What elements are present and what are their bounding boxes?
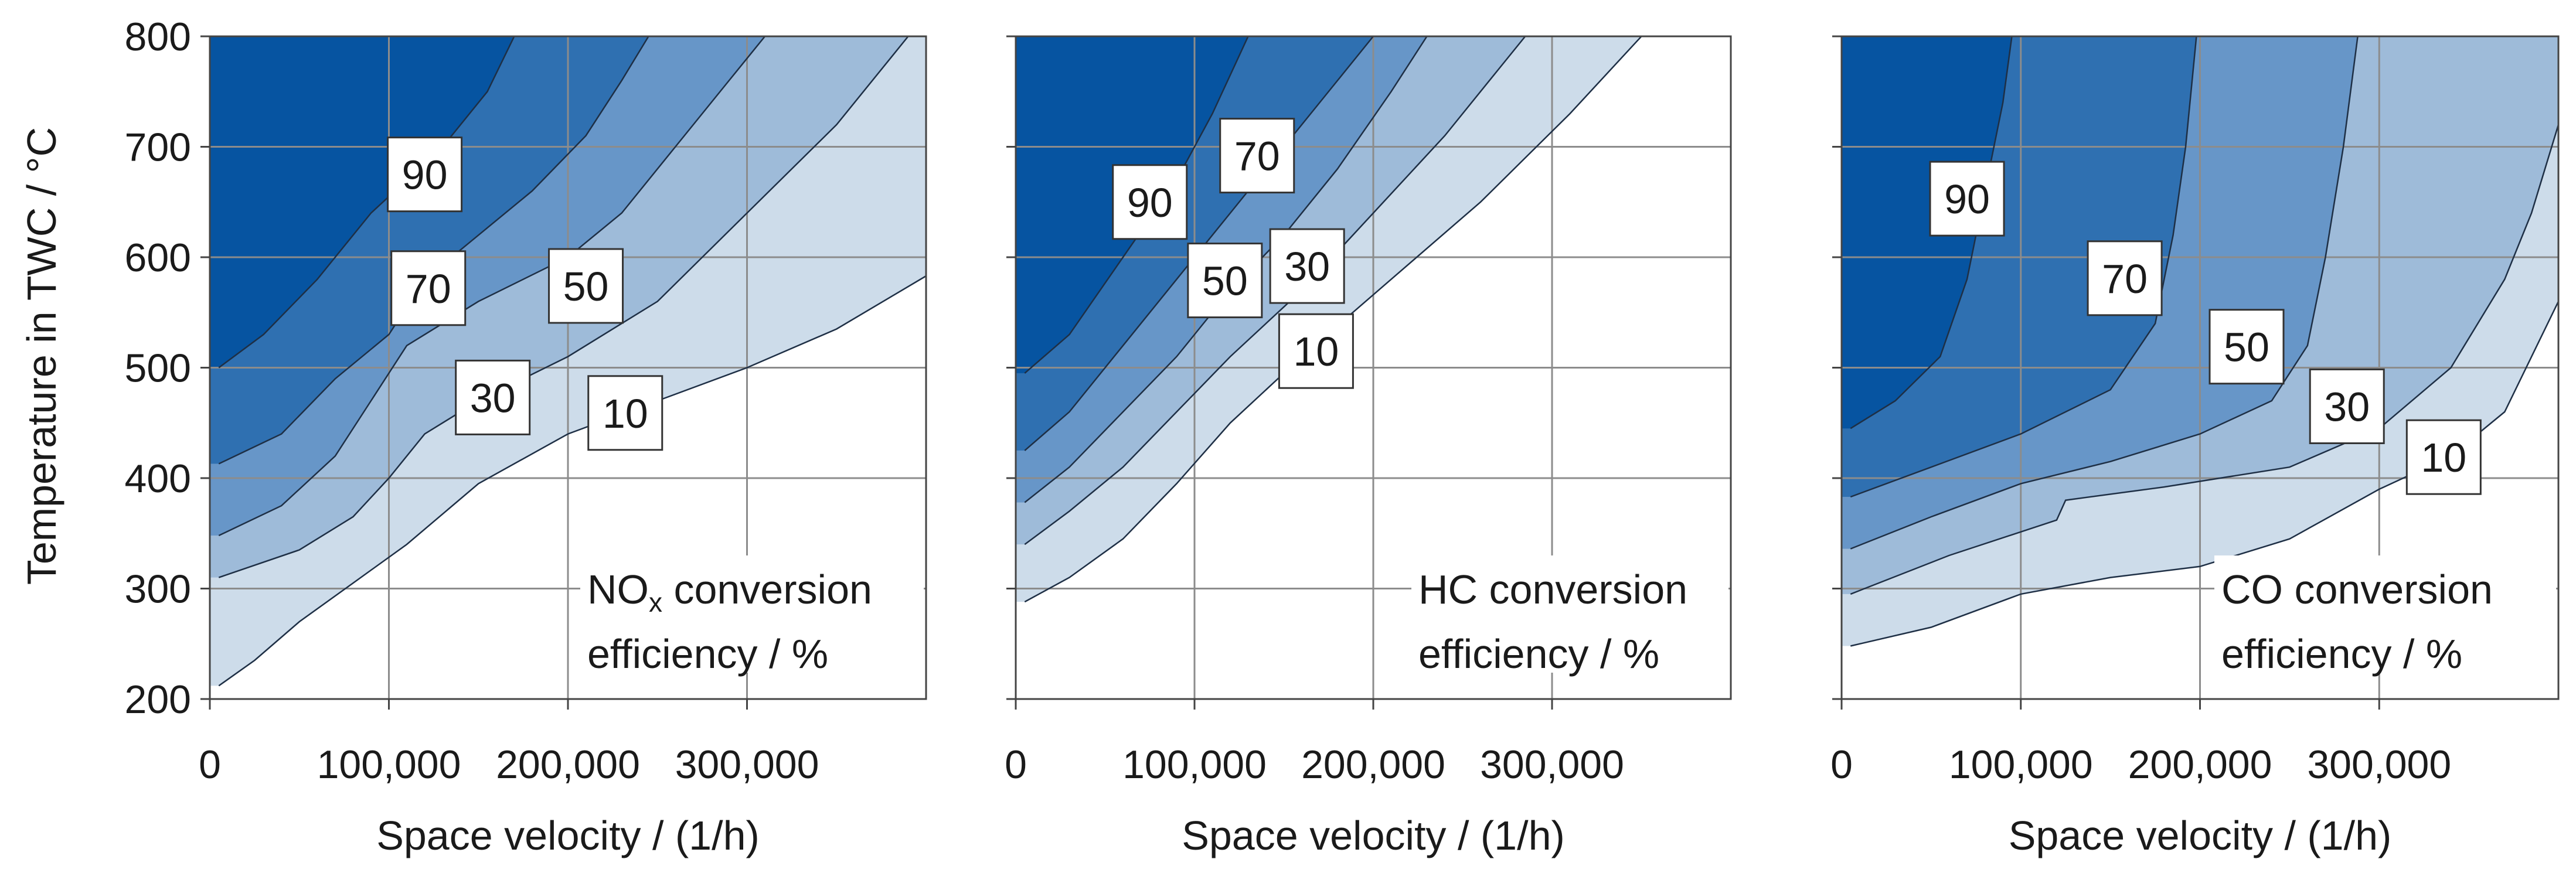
contour-label-text: 50 — [1202, 258, 1248, 304]
y-tick-label: 200 — [125, 677, 191, 722]
contour-label-70: 70 — [390, 250, 467, 326]
contour-label-box — [548, 248, 624, 324]
contour-label-box — [1219, 118, 1295, 194]
contour-label-box — [1112, 164, 1188, 240]
x-tick-label: 300,000 — [2307, 742, 2451, 787]
contour-label-box — [1929, 161, 2005, 237]
contour-label-box — [2309, 368, 2385, 444]
x-tick-label: 300,000 — [675, 742, 819, 787]
x-tick-label: 100,000 — [1122, 742, 1267, 787]
contour-label-text: 90 — [402, 152, 448, 198]
contour-region-90 — [210, 36, 515, 368]
y-axis-title: Temperature in TWC / °C — [19, 127, 64, 585]
contour-label-box — [1269, 228, 1345, 304]
contour-label-90: 90 — [1112, 164, 1188, 240]
x-tick-label: 0 — [1005, 742, 1027, 787]
annotation-line1: CO conversion — [2221, 567, 2493, 612]
contour-label-30: 30 — [2309, 368, 2385, 444]
annotation-bg — [2214, 555, 2556, 673]
contour-line-30 — [1024, 36, 1526, 546]
contour-label-box — [390, 250, 467, 326]
contour-label-70: 70 — [2087, 240, 2163, 316]
x-tick-label: 200,000 — [496, 742, 640, 787]
panel-hc: 0 100,000 200,000 300,000 Space velocity / (… — [1005, 35, 1732, 858]
contour-label-text: 70 — [1234, 134, 1280, 179]
contour-label-text: 50 — [563, 264, 609, 309]
panel-annotation: NOx conversion efficiency / % — [580, 555, 924, 677]
x-tick-label: 0 — [1830, 742, 1853, 787]
contour-label-box — [2405, 419, 2482, 495]
y-tick-label: 800 — [125, 15, 191, 59]
y-tick-label: 300 — [125, 567, 191, 612]
contour-label-text: 10 — [603, 391, 648, 437]
x-tick-label: 0 — [199, 742, 221, 787]
y-tick-label: 400 — [125, 456, 191, 501]
contour-label-text: 50 — [2224, 325, 2269, 370]
contour-label-box — [1278, 313, 1354, 389]
contour-label-text: 10 — [2421, 435, 2466, 480]
contour-line-70 — [1850, 36, 2197, 498]
contour-label-text: 30 — [470, 375, 516, 421]
contour-label-text: 90 — [1127, 180, 1173, 226]
contour-label-text: 10 — [1293, 329, 1339, 374]
x-tick-label: 200,000 — [1301, 742, 1445, 787]
contour-line-50 — [1850, 36, 2359, 550]
x-axis-title: Space velocity / (1/h) — [2009, 813, 2392, 858]
y-tick-label: 600 — [125, 236, 191, 280]
x-axis-title: Space velocity / (1/h) — [376, 813, 760, 858]
annotation-line2: efficiency / % — [587, 631, 828, 677]
annotation-line2: efficiency / % — [1418, 631, 1659, 677]
contour-label-box — [2087, 240, 2163, 316]
contour-line-10 — [1024, 36, 1642, 603]
panel-annotation: HC conversion efficiency / % — [1411, 555, 1728, 677]
contour-label-30: 30 — [1269, 228, 1345, 304]
contour-label-box — [455, 359, 531, 435]
contour-line-30 — [1850, 124, 2558, 595]
contour-label-90: 90 — [1929, 161, 2005, 237]
contour-label-50: 50 — [2209, 309, 2285, 385]
x-tick-label: 100,000 — [1949, 742, 2093, 787]
contour-line-50 — [218, 36, 766, 537]
contour-label-10: 10 — [1278, 313, 1354, 389]
contour-label-50: 50 — [548, 248, 624, 324]
annotation-line1: HC conversion — [1418, 567, 1687, 612]
contour-label-90: 90 — [387, 137, 463, 213]
panel-nox: 0 100,000 200,000 300,000 200 300 400 500 600 700… — [19, 15, 927, 858]
annotation-line2: efficiency / % — [2221, 631, 2462, 677]
annotation-line1: NOx conversion — [587, 567, 872, 618]
contour-line-90 — [218, 36, 515, 369]
panel-co: 0 100,000 200,000 300,000 Space velocity / (… — [1830, 35, 2560, 858]
contour-label-box — [387, 137, 463, 213]
contour-label-box — [587, 375, 663, 451]
x-axis-title: Space velocity / (1/h) — [1182, 813, 1565, 858]
contour-label-text: 30 — [1284, 244, 1330, 289]
contour-line-90 — [1850, 36, 2013, 429]
contour-label-text: 70 — [2102, 256, 2148, 302]
contour-label-box — [2209, 309, 2285, 385]
contour-label-30: 30 — [455, 359, 531, 435]
contour-line-10 — [218, 275, 926, 687]
plot-area — [1842, 36, 2558, 699]
contour-label-50: 50 — [1187, 243, 1263, 319]
annotation-bg — [580, 555, 924, 673]
contour-label-70: 70 — [1219, 118, 1295, 194]
contour-label-text: 30 — [2324, 384, 2370, 429]
panel-annotation: CO conversion efficiency / % — [2214, 555, 2556, 677]
contour-label-text: 70 — [406, 266, 451, 312]
y-tick-label: 500 — [125, 346, 191, 391]
contour-label-box — [1187, 243, 1263, 319]
contour-label-text: 90 — [1944, 176, 1990, 222]
contour-region-90 — [1842, 36, 2012, 429]
annotation-bg — [1411, 555, 1728, 673]
y-tick-label: 700 — [125, 125, 191, 170]
x-tick-label: 300,000 — [1480, 742, 1624, 787]
contour-label-10: 10 — [587, 375, 663, 451]
x-tick-label: 100,000 — [317, 742, 461, 787]
x-tick-label: 200,000 — [2128, 742, 2272, 787]
contour-label-10: 10 — [2405, 419, 2482, 495]
